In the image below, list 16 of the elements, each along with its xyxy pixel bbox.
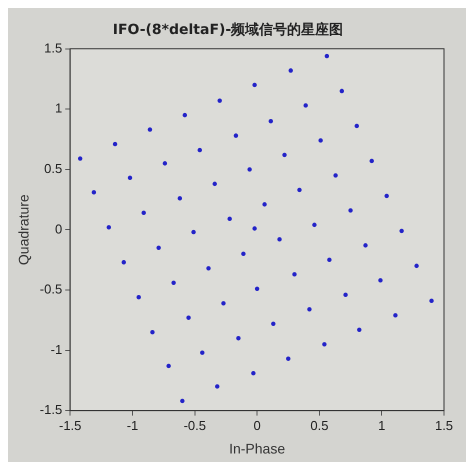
chart-title: IFO-(8*deltaF)-频域信号的星座图 bbox=[112, 21, 344, 38]
x-tick-label: 1.5 bbox=[434, 418, 454, 433]
x-tick-label: -0.5 bbox=[184, 418, 206, 433]
x-tick-label: -1 bbox=[126, 418, 138, 433]
y-tick-label: -1.5 bbox=[40, 402, 62, 418]
y-tick-label: -0.5 bbox=[40, 282, 62, 297]
x-tick-label: 1 bbox=[378, 418, 386, 433]
y-tick-label: 1.5 bbox=[44, 40, 62, 56]
x-tick-label: 0.5 bbox=[310, 418, 328, 433]
x-tick-label: 0 bbox=[253, 418, 261, 433]
x-axis-title: In-Phase bbox=[229, 440, 286, 456]
y-tick-label: -1 bbox=[50, 342, 62, 357]
y-axis-title: Quadrature bbox=[15, 194, 32, 266]
y-tick-label: 1 bbox=[54, 100, 62, 116]
y-tick-label: 0 bbox=[54, 221, 62, 236]
y-tick-label: 0.5 bbox=[44, 160, 62, 176]
